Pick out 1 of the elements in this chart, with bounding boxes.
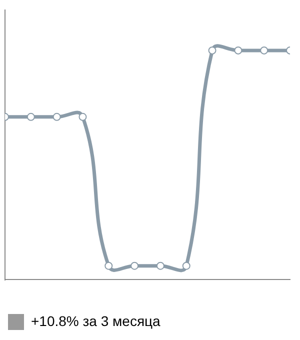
legend-label: +10.8% за 3 месяца [31, 312, 161, 329]
